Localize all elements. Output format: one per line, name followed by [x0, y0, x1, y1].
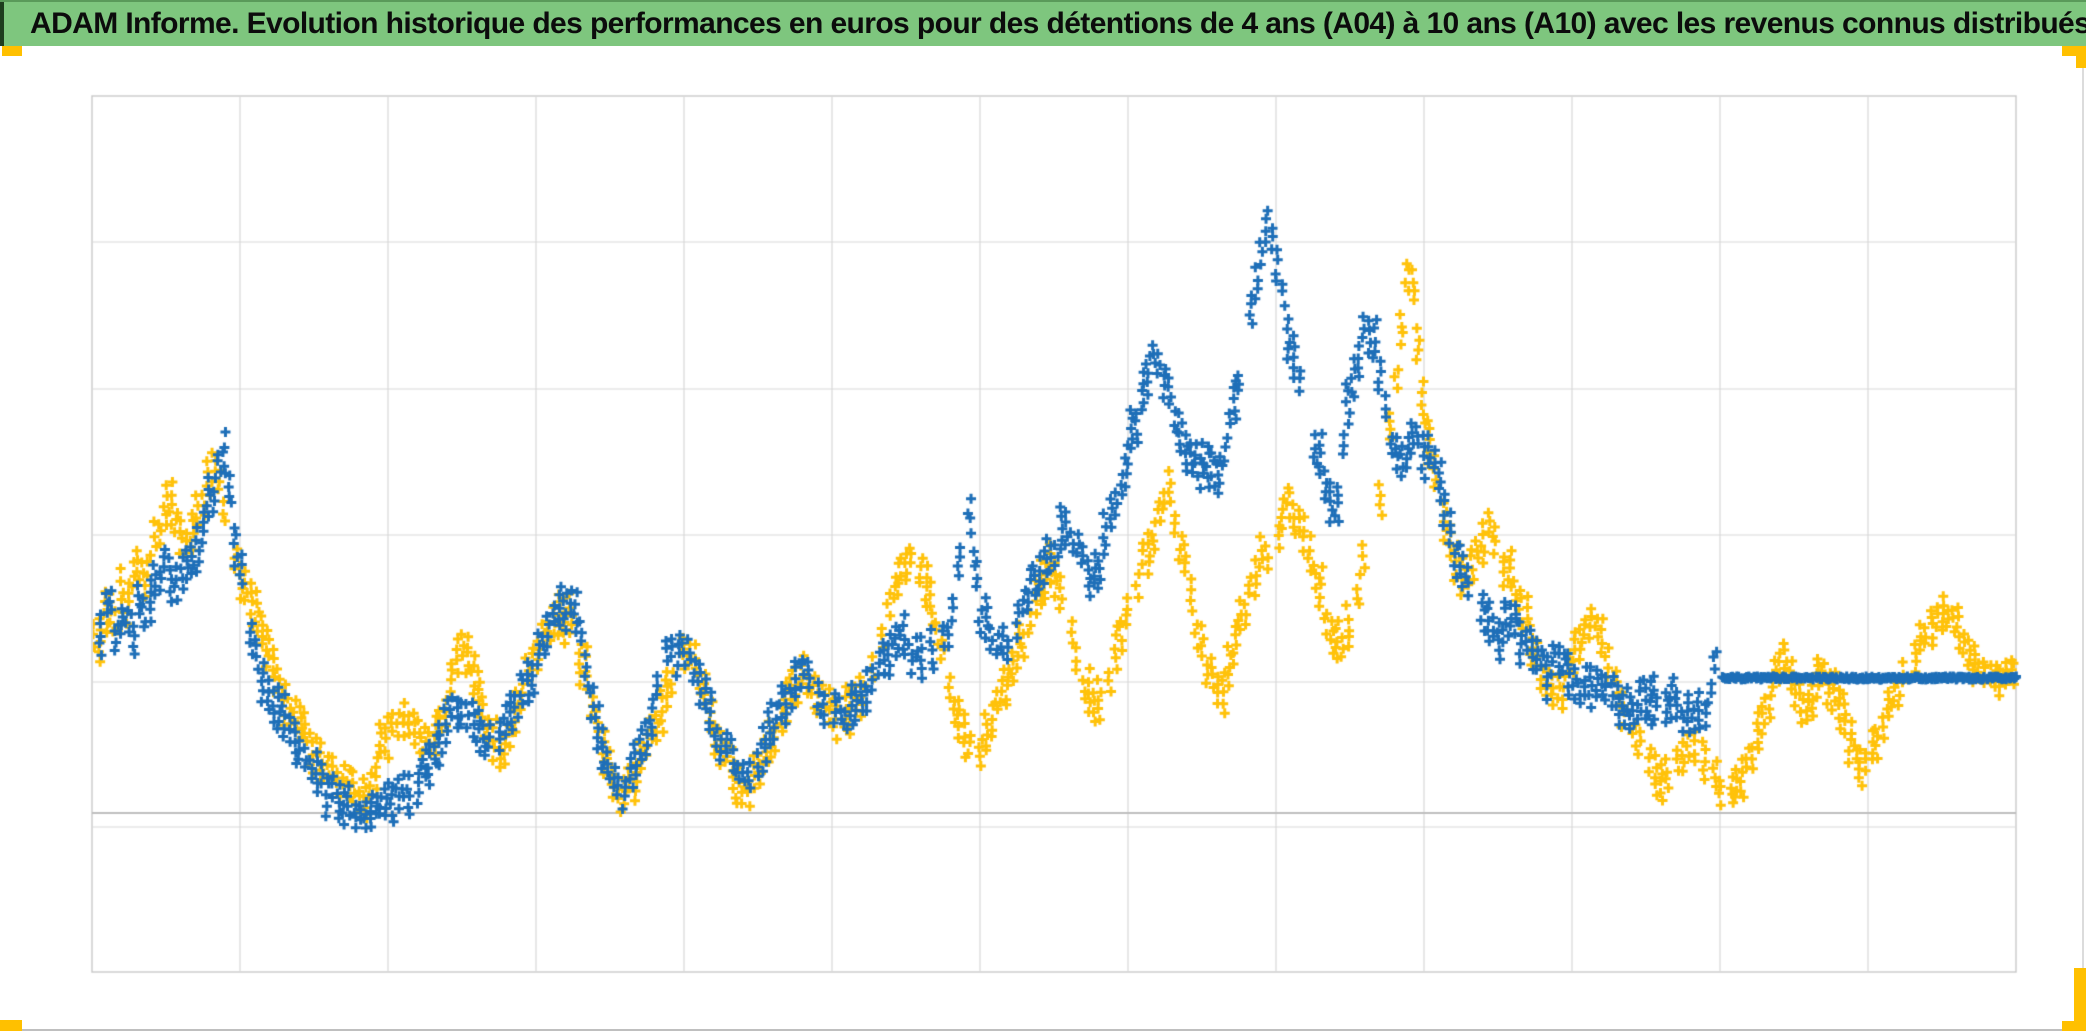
corner-mark-top-left	[2, 46, 22, 56]
title-bar: ADAM Informe. Evolution historique des p…	[0, 0, 2086, 46]
corner-mark-bottom-left	[0, 1020, 22, 1031]
corner-mark-bottom-right-foot	[2062, 1021, 2086, 1031]
corner-mark-bottom-right-v	[2074, 968, 2086, 1031]
window-right-edge	[2082, 66, 2084, 1031]
title-bar-left-edge	[0, 2, 4, 46]
corner-mark-top-right-h	[2062, 46, 2086, 56]
bottom-rule	[22, 1029, 2062, 1031]
page-title: ADAM Informe. Evolution historique des p…	[30, 7, 2086, 40]
corner-mark-top-right-v	[2076, 46, 2086, 68]
